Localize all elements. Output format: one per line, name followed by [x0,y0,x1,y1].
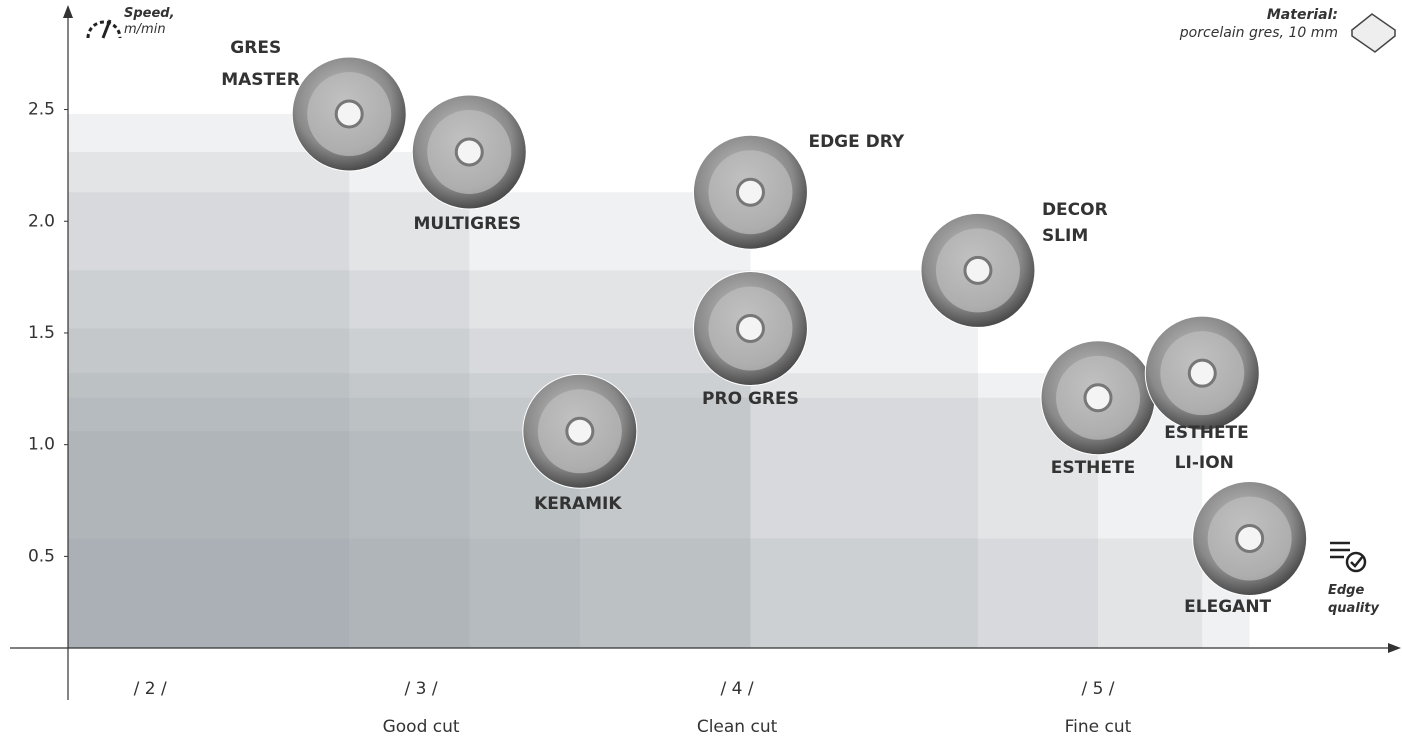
disc [411,94,527,210]
speed-area [68,114,350,648]
y-label-text: Speed, [124,6,175,21]
x-tick-label: / 5 / [1081,679,1114,699]
speed-area [68,538,1250,648]
disc-hole [454,137,484,167]
disc-hole [1235,524,1265,554]
disc-label: DECOR SLIM [1041,200,1108,247]
x-arrow [1388,643,1401,653]
disc-label: GRES MASTER [221,38,300,90]
x-tick-label: / 4 / [721,679,754,699]
x-tick-caption: Clean cut [697,717,778,737]
disc-hole [565,416,595,446]
disc-hole [1187,358,1217,388]
y-tick-label: 1.0 [28,435,55,455]
disc-hole [334,99,364,129]
disc [1144,315,1260,431]
disc-label: PRO GRES [702,388,799,409]
speed-area [68,328,751,648]
disc-label: ELEGANT [1184,596,1272,617]
y-label: Speed, m/min [124,6,175,38]
quality-icon [1330,541,1367,573]
y-tick-label: 0.5 [28,546,55,566]
speed-icon [86,19,122,39]
speed-area [68,431,580,648]
y-arrow [63,5,73,18]
speed-area [68,270,978,648]
annotation-title: Material: [1266,7,1338,23]
x-tick-caption: Fine cut [1065,717,1132,737]
y-tick-label: 2.0 [28,211,55,231]
disc-label: EDGE DRY [808,132,905,153]
disc-hole [1083,383,1113,413]
speed-area [68,192,751,649]
annotation: Material: porcelain gres, 10 mm [1180,6,1338,42]
disc-label: ESTHETE [1050,457,1136,478]
disc [692,134,808,250]
material-icon [1350,13,1397,53]
x-tick-label: / 3 / [405,679,438,699]
disc [1040,340,1156,456]
x-label: Edge quality [1328,583,1379,616]
disc [522,373,638,489]
y-unit: m/min [124,22,166,37]
disc-hole [735,314,765,343]
disc [1192,481,1308,597]
disc [692,271,808,386]
disc [291,56,407,172]
disc-hole [963,255,993,285]
disc-hole [735,177,765,207]
disc-label: ESTHETE LI-ION [1164,423,1249,474]
y-tick-label: 2.5 [28,100,55,120]
annotation-text: porcelain gres, 10 mm [1179,25,1338,41]
disc-label: MULTIGRES [413,213,522,234]
speed-area [68,151,470,648]
disc [920,212,1036,328]
y-tick-label: 1.5 [28,323,55,343]
x-tick-label: / 2 / [134,679,167,699]
x-tick-caption: Good cut [383,717,460,737]
disc-label: KERAMIK [534,494,622,515]
